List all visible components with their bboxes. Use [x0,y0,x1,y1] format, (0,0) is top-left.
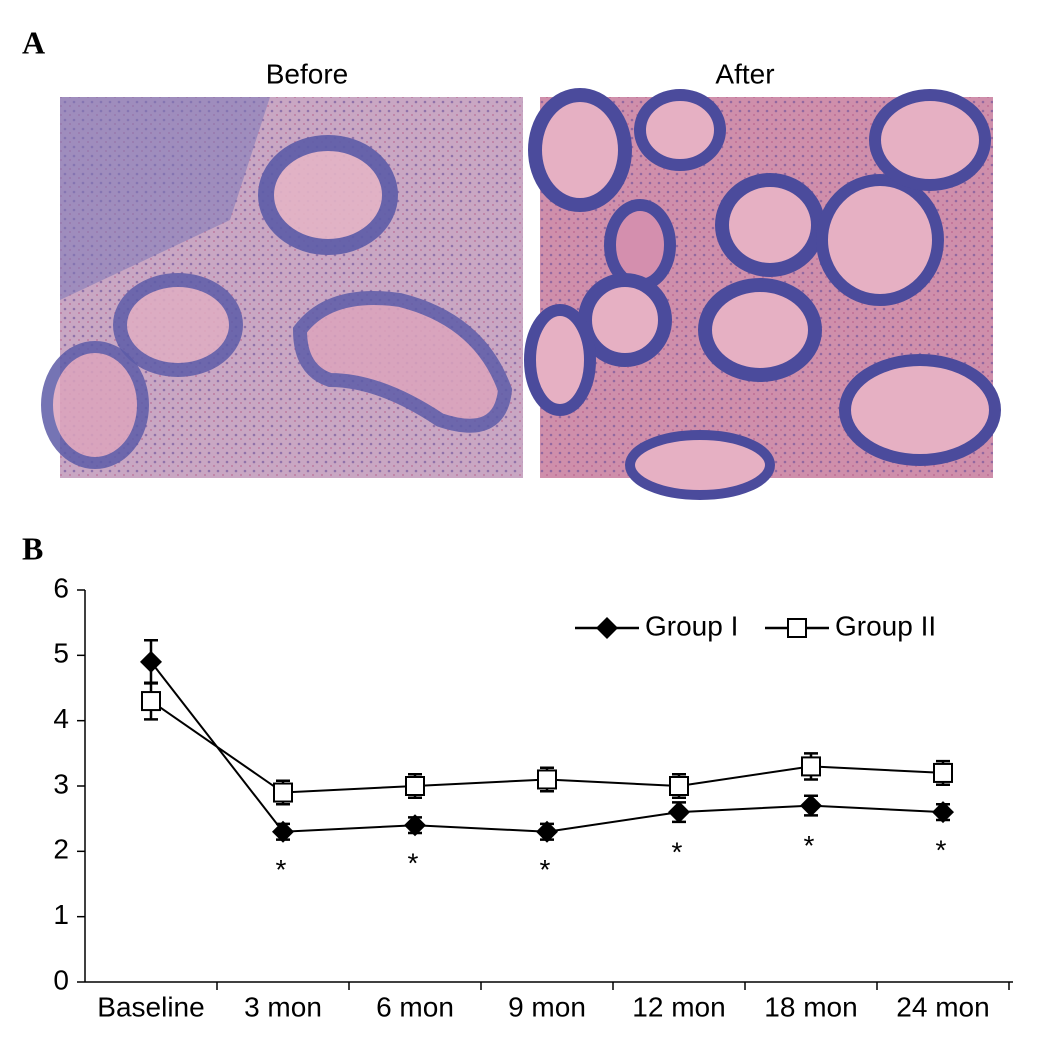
data-point [800,794,822,817]
x-tick-label: Baseline [97,991,204,1022]
panel-label: B [22,530,43,566]
micrograph-before [41,97,523,478]
x-tick-label: 18 mon [764,991,857,1022]
data-point [669,776,689,796]
y-tick-label: 2 [53,834,69,865]
significance-mark: * [672,836,683,867]
data-point [537,769,557,790]
significance-mark: * [540,854,551,885]
line-chart: 0 1 2 3 4 5 6 Baseline 3 mon 6 mon 9 mon 12 mon 18 m… [53,572,1013,1022]
data-point [141,691,161,712]
data-point [404,814,426,837]
data-point [273,782,293,803]
y-tick-label: 0 [53,964,69,995]
x-tick-label: 9 mon [508,991,586,1022]
panel-label: A [22,24,45,60]
y-tick-label: 5 [53,638,69,669]
micrograph-after [524,88,1001,500]
legend-label: Group I [645,610,738,641]
data-point [933,762,953,783]
significance-mark: * [276,854,287,885]
y-tick-label: 6 [53,572,69,603]
data-point [536,820,558,843]
legend-label: Group II [835,610,936,641]
legend-marker [596,617,618,639]
x-tick-label: 3 mon [244,991,322,1022]
y-tick-label: 4 [53,703,69,734]
image-title: Before [266,58,349,89]
series-line [150,661,944,833]
significance-mark: * [936,834,947,865]
significance-mark: * [408,847,419,878]
data-point [801,756,821,777]
legend-marker [787,618,807,638]
y-tick-label: 3 [53,768,69,799]
image-title: After [715,58,774,89]
data-point [932,801,954,824]
x-tick-label: 6 mon [376,991,454,1022]
data-point [140,650,162,673]
significance-mark: * [804,830,815,861]
data-point [272,820,294,843]
data-point [405,776,425,796]
y-tick-label: 1 [53,899,69,930]
x-tick-label: 12 mon [632,991,725,1022]
data-point [668,801,690,824]
x-tick-label: 24 mon [896,991,989,1022]
